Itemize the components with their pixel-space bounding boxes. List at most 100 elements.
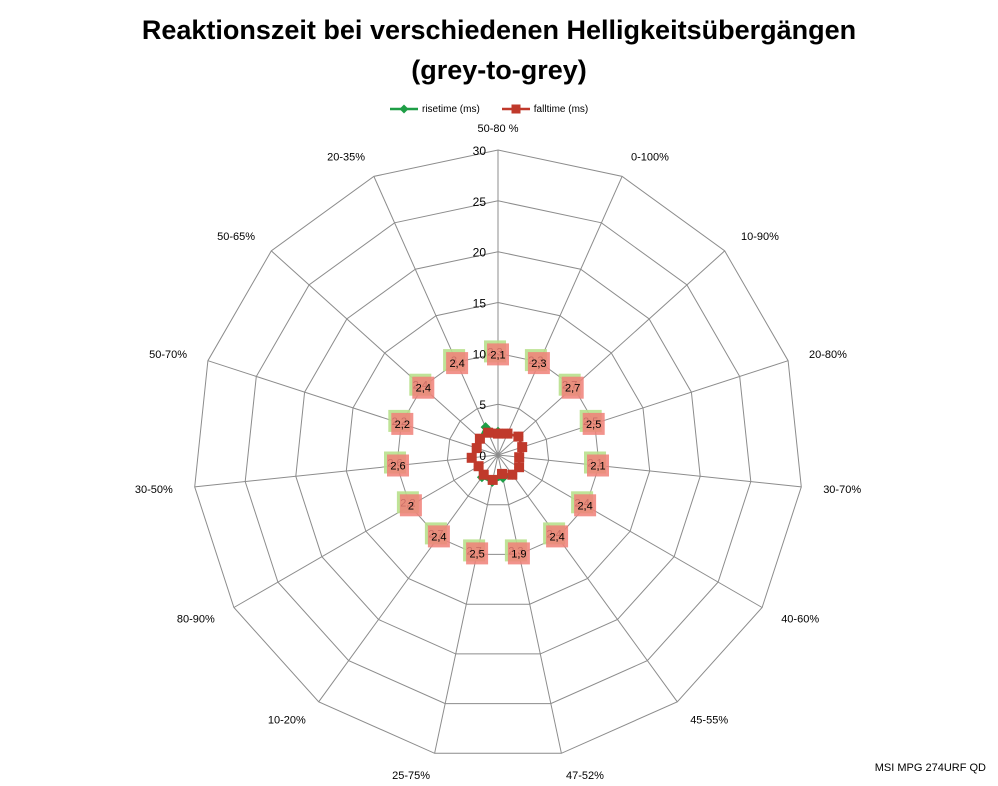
marker-falltime-ms-45-55: [507, 469, 518, 480]
marker-falltime-ms-25-75: [487, 474, 498, 485]
data-label-falltime-ms-0-100: 2,3: [527, 352, 550, 375]
data-label-falltime-ms-50-80: 2,1: [487, 343, 509, 366]
marker-falltime-ms-20-80: [517, 442, 528, 453]
category-label-10-20: 10-20%: [268, 715, 306, 727]
spoke-45-55: [497, 454, 678, 703]
tick-label-0: 0: [479, 449, 486, 463]
legend-swatch-falltime: [501, 104, 530, 114]
marker-falltime-ms-30-50: [466, 452, 477, 463]
chart-annotation: MSI MPG 274URF QD: [874, 762, 986, 774]
category-label-80-90: 80-90%: [177, 614, 215, 626]
data-label-falltime-ms-10-20: 2,4: [427, 525, 450, 548]
tick-label-5: 5: [479, 398, 486, 412]
legend-label-falltime: falltime (ms): [533, 103, 589, 115]
marker-falltime-ms-20-35: [483, 427, 494, 438]
legend-swatch-risetime: [390, 104, 418, 114]
marker-falltime-ms-0-100: [502, 428, 513, 439]
marker-falltime-ms-50-80: [493, 428, 503, 439]
svg-text:2,5: 2,5: [586, 419, 601, 431]
data-label-falltime-ms-25-75: 2,5: [466, 542, 489, 565]
tick-label-15: 15: [473, 297, 487, 311]
svg-text:2,7: 2,7: [565, 383, 580, 395]
spoke-25-75: [434, 454, 499, 754]
spoke-10-20: [318, 454, 499, 703]
data-label-falltime-ms-47-52: 1,9: [507, 542, 530, 565]
data-label-falltime-ms-50-65: 2,4: [412, 376, 435, 399]
category-label-20-35: 20-35%: [327, 151, 365, 163]
marker-falltime-ms-10-90: [513, 431, 524, 442]
data-label-falltime-ms-50-70: 2,2: [391, 412, 414, 435]
spoke-50-70: [207, 360, 499, 456]
category-label-50-65: 50-65%: [217, 231, 255, 243]
category-label-30-70: 30-70%: [823, 484, 861, 496]
data-label-falltime-ms-45-55: 2,4: [546, 525, 569, 548]
spoke-47-52: [497, 454, 562, 754]
marker-falltime-ms-47-52: [497, 468, 507, 479]
grid-ring-20: [295, 251, 701, 655]
tick-label-30: 30: [473, 144, 487, 158]
svg-text:2,2: 2,2: [395, 419, 410, 431]
spoke-20-35: [373, 176, 499, 456]
category-label-40-60: 40-60%: [781, 614, 819, 626]
grid-ring-5: [446, 403, 550, 506]
spoke-50-65: [270, 250, 499, 456]
svg-text:2,6: 2,6: [390, 461, 405, 473]
data-label-falltime-ms-30-50: 2,6: [387, 454, 409, 477]
marker-falltime-ms-10-20: [478, 469, 489, 480]
category-label-45-55: 45-55%: [690, 715, 728, 727]
radar-axis-labels: 0 5 10 15 20 25 30 50-80 % 0-100% 10-90% 20-80% 30-…: [135, 123, 861, 782]
data-label-falltime-ms-10-90: 2,7: [561, 376, 584, 399]
svg-text:2,4: 2,4: [549, 531, 564, 543]
radar-grid: [194, 149, 802, 754]
svg-text:2,4: 2,4: [416, 383, 431, 395]
spoke-10-90: [497, 250, 726, 456]
marker-falltime-ms-50-70: [471, 443, 482, 454]
radar-data-labels: 2,32,32,72,52,12,42,42,32,72,72,22,62,22…: [384, 340, 609, 565]
legend-entry-falltime: falltime (ms): [501, 103, 589, 115]
svg-text:2,4: 2,4: [577, 500, 592, 512]
category-label-30-50: 30-50%: [135, 484, 173, 496]
category-label-47-52: 47-52%: [566, 770, 604, 782]
category-label-50-70: 50-70%: [149, 349, 187, 361]
svg-text:2,5: 2,5: [469, 548, 484, 560]
spoke-40-60: [497, 454, 763, 608]
data-label-falltime-ms-80-90: 2: [399, 494, 422, 517]
chart-legend: risetime (ms) falltime (ms): [390, 101, 610, 117]
spoke-80-90: [233, 454, 499, 608]
data-label-falltime-ms-20-80: 2,5: [582, 412, 605, 435]
spoke-0-100: [497, 176, 623, 456]
legend-entry-risetime: risetime (ms): [390, 103, 480, 115]
tick-label-10: 10: [473, 347, 487, 361]
data-label-falltime-ms-40-60: 2,4: [574, 494, 597, 517]
legend-label-risetime: risetime (ms): [422, 103, 480, 115]
marker-falltime-ms-40-60: [514, 462, 525, 473]
tick-label-20: 20: [473, 246, 487, 260]
grid-ring-15: [345, 301, 651, 605]
svg-text:2,1: 2,1: [590, 461, 605, 473]
radar-series: [466, 422, 528, 487]
data-label-falltime-ms-30-70: 2,1: [587, 454, 609, 477]
category-label-50-80: 50-80 %: [478, 123, 519, 135]
svg-text:2,4: 2,4: [431, 531, 446, 543]
spoke-30-70: [497, 454, 802, 488]
spoke-30-50: [194, 454, 499, 488]
grid-ring-30: [194, 149, 802, 754]
tick-label-25: 25: [473, 195, 487, 209]
svg-text:2,1: 2,1: [490, 349, 505, 361]
svg-text:1,9: 1,9: [511, 548, 526, 560]
category-label-20-80: 20-80%: [809, 349, 847, 361]
marker-falltime-ms-30-70: [514, 452, 525, 463]
category-label-10-90: 10-90%: [741, 231, 779, 243]
grid-ring-25: [244, 200, 752, 705]
marker-falltime-ms-50-65: [474, 433, 485, 444]
category-label-25-75: 25-75%: [392, 770, 430, 782]
category-label-0-100: 0-100%: [631, 151, 669, 163]
marker-falltime-ms-80-90: [473, 461, 484, 472]
svg-text:2,4: 2,4: [449, 358, 464, 370]
svg-text:2,3: 2,3: [531, 358, 546, 370]
svg-text:2: 2: [408, 500, 414, 512]
spoke-20-80: [497, 360, 789, 456]
chart-title: Reaktionszeit bei verschiedenen Helligke…: [141, 15, 857, 85]
grid-ring-10: [396, 352, 600, 555]
